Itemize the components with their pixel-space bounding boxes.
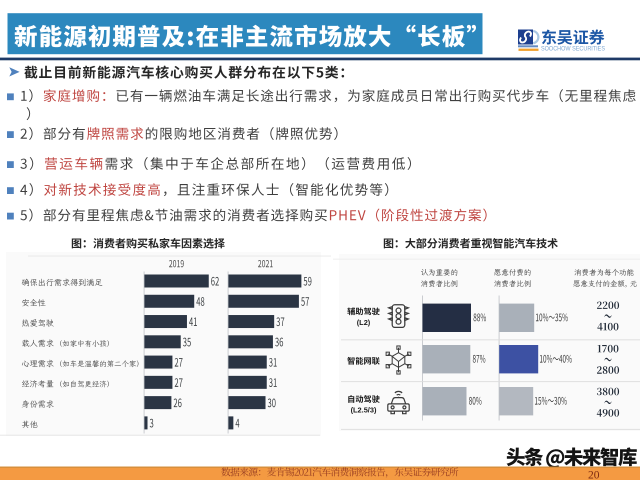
svg-text:20: 20 [588,470,600,480]
svg-text:SOOCHOW SECURITIES: SOOCHOW SECURITIES [541,46,605,53]
svg-text:(L2.5/3): (L2.5/3) [351,406,377,415]
svg-text:(L2): (L2) [357,318,371,327]
